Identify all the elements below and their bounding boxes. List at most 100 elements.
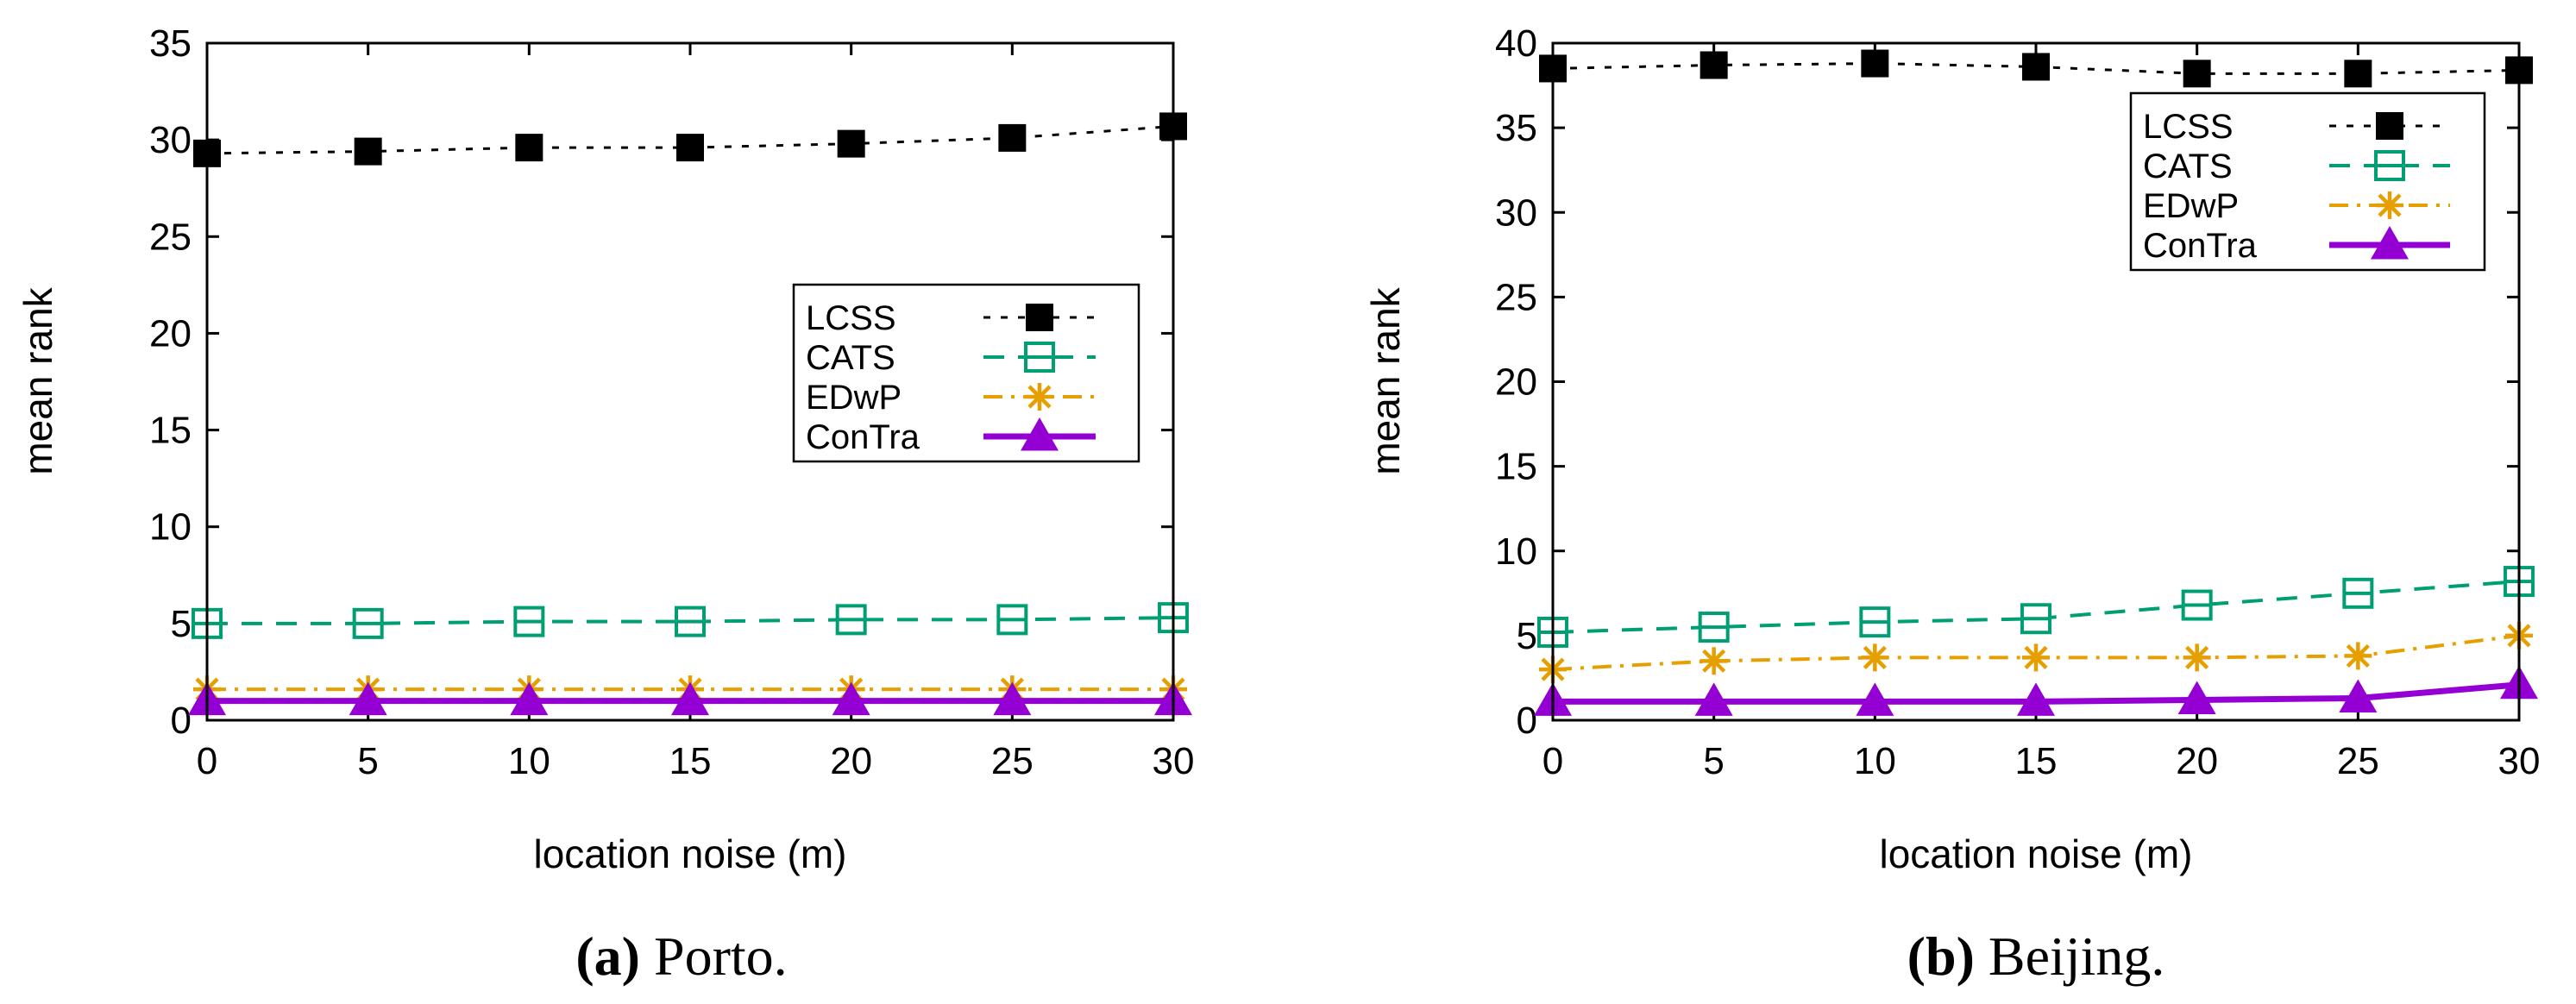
legend-label: ConTra <box>2143 227 2258 265</box>
y-tick-label: 0 <box>1517 700 1537 742</box>
x-tick-label: 25 <box>991 740 1034 782</box>
chart-panel-porto: 0 5 10 15 20 25 30 35 0 5 10 15 20 25 30 mean rank loc… <box>16 22 1194 987</box>
legend-marker <box>1026 304 1053 331</box>
legend-marker <box>2371 226 2409 260</box>
y-tick-label: 20 <box>1495 361 1537 404</box>
data-point <box>2344 642 2372 670</box>
data-point <box>2181 589 2213 621</box>
y-axis-label: mean rank <box>16 286 60 474</box>
legend-label: ConTra <box>806 418 920 456</box>
y-tick-label: 35 <box>149 22 192 65</box>
y-tick-label: 10 <box>1495 530 1537 573</box>
legend-entry-lcss: LCSS <box>806 299 1096 337</box>
series-cats <box>1537 566 2535 648</box>
data-point <box>2022 643 2050 672</box>
data-point <box>2339 679 2378 712</box>
legend-box <box>2129 91 2486 272</box>
data-point <box>1700 647 1728 675</box>
x-tick-label: 5 <box>1703 740 1724 782</box>
series-contra <box>1534 665 2538 716</box>
x-tick-label: 15 <box>2015 740 2058 782</box>
chart-panel-beijing: 0 5 10 15 20 25 30 35 40 0 5 10 15 20 25 30 mean rank l… <box>1363 22 2540 987</box>
y-tick-label: 30 <box>1495 191 1537 234</box>
data-point <box>835 604 867 636</box>
plot-frame <box>205 41 1175 722</box>
data-point <box>993 681 1032 716</box>
legend-entry-edwp: EDwP <box>806 379 1096 417</box>
x-tick-label: 30 <box>1153 740 1195 782</box>
y-tick-label: 15 <box>149 410 192 452</box>
y-tick-label: 20 <box>149 312 192 355</box>
data-point <box>2017 682 2055 716</box>
x-tick-label: 10 <box>508 740 550 782</box>
x-tick-label: 0 <box>1542 740 1563 782</box>
caption: (b) Beijing. <box>1907 926 2165 987</box>
legend-label: EDwP <box>2143 187 2239 225</box>
legend-label: CATS <box>2143 147 2233 185</box>
data-point <box>2344 60 2372 88</box>
y-tick-label: 40 <box>1495 22 1537 65</box>
data-point <box>675 606 706 637</box>
data-point <box>510 681 549 716</box>
legend-label: LCSS <box>2143 108 2234 146</box>
caption-letter: (b) <box>1907 926 1975 987</box>
data-point <box>832 681 870 716</box>
data-point <box>1856 682 1894 716</box>
caption-text: Beijing. <box>1975 926 2164 987</box>
data-point <box>2342 577 2374 609</box>
legend-label: EDwP <box>806 379 902 417</box>
data-point <box>676 134 704 162</box>
data-point <box>513 606 545 637</box>
data-point <box>998 123 1027 152</box>
y-tick-label: 35 <box>1495 107 1537 149</box>
data-point <box>996 604 1028 636</box>
y-tick-label: 10 <box>149 506 192 549</box>
legend-entry-cats: CATS <box>2143 147 2450 185</box>
legend-entry-cats: CATS <box>806 339 1096 377</box>
caption: (a) Porto. <box>575 926 787 987</box>
legend-marker <box>2374 150 2405 181</box>
y-tick-label: 25 <box>149 216 192 258</box>
data-point <box>1861 49 1889 78</box>
data-point <box>1700 51 1728 79</box>
data-point <box>1698 612 1730 643</box>
y-tick-label: 30 <box>149 119 192 161</box>
legend-marker <box>1026 383 1053 411</box>
y-tick-label: 5 <box>1517 615 1537 657</box>
data-point <box>2183 643 2211 672</box>
caption-text: Porto. <box>640 926 788 987</box>
data-point <box>352 607 384 639</box>
legend-box <box>792 283 1140 463</box>
data-point <box>1859 606 1891 638</box>
legend-marker <box>2376 191 2403 219</box>
x-tick-label: 30 <box>2498 740 2541 782</box>
x-axis-label: location noise (m) <box>1879 831 2192 876</box>
legend-label: CATS <box>806 339 895 377</box>
legend-entry-contra: ConTra <box>806 417 1096 456</box>
data-point <box>1861 643 1889 672</box>
x-tick-label: 5 <box>357 740 378 782</box>
data-point <box>354 137 382 166</box>
y-tick-label: 0 <box>171 700 192 742</box>
x-tick-label: 0 <box>197 740 217 782</box>
data-point <box>2183 60 2211 88</box>
data-point <box>671 681 709 716</box>
y-axis-label: mean rank <box>1363 286 1408 474</box>
caption-letter: (a) <box>575 926 640 987</box>
series-contra <box>188 681 1192 716</box>
plot-frame <box>1551 41 2521 722</box>
data-point <box>2177 681 2216 714</box>
series-cats <box>192 602 1189 639</box>
data-point <box>1694 682 1733 716</box>
legend-entry-lcss: LCSS <box>2143 108 2450 146</box>
legend-marker <box>2376 112 2403 140</box>
y-tick-label: 15 <box>1495 446 1537 488</box>
x-tick-label: 15 <box>669 740 712 782</box>
x-tick-label: 20 <box>830 740 872 782</box>
data-point <box>349 681 387 716</box>
x-axis-label: location noise (m) <box>533 831 846 876</box>
legend-label: LCSS <box>806 299 896 337</box>
